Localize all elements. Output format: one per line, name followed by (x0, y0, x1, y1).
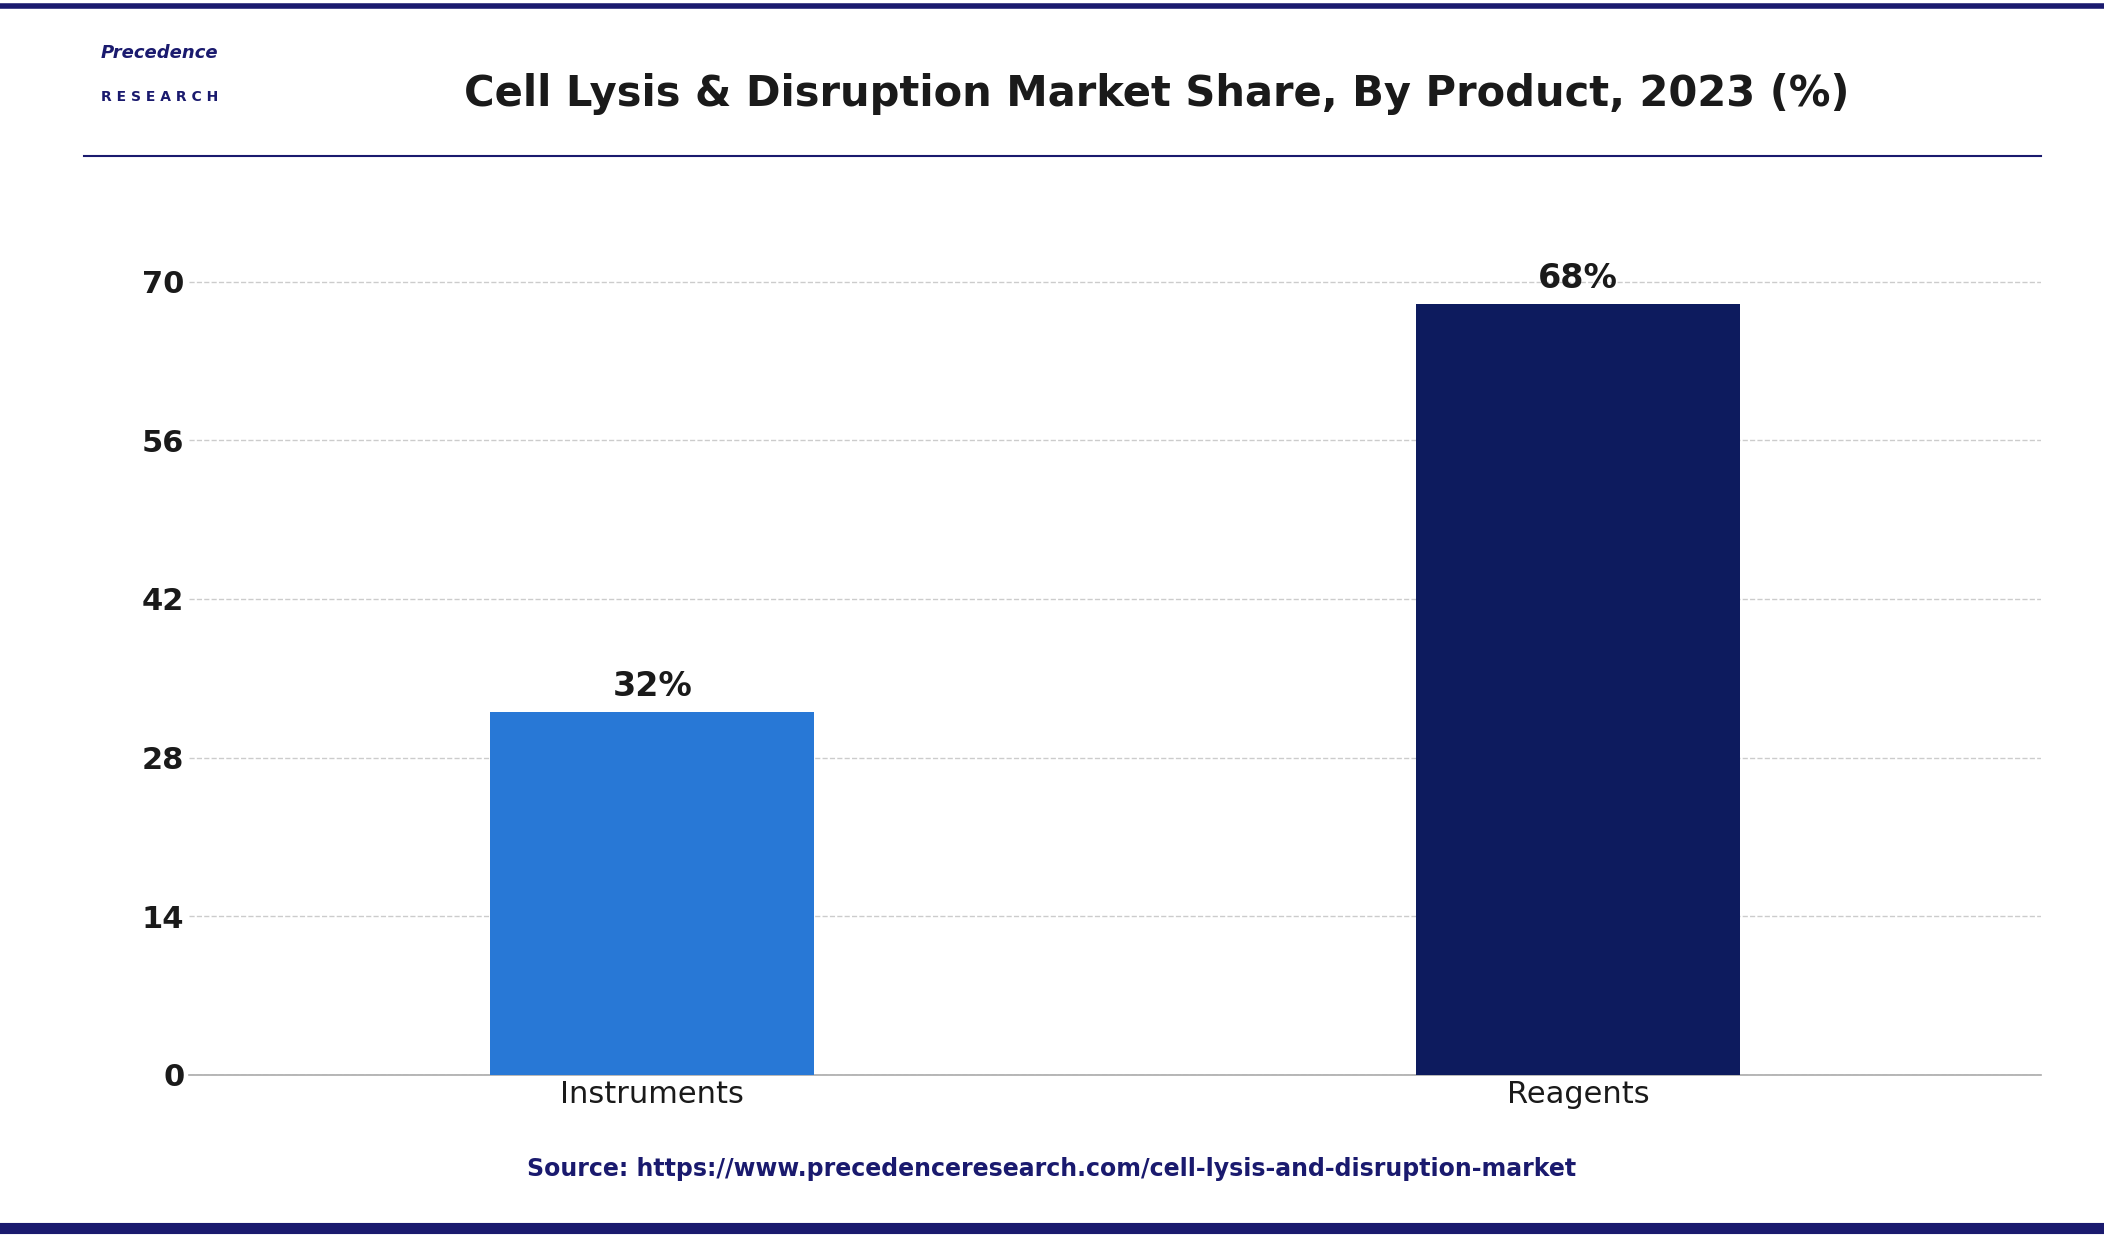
Bar (1416, 304, 1740, 1075)
Text: R E S E A R C H: R E S E A R C H (101, 90, 219, 104)
Text: Precedence: Precedence (101, 44, 219, 61)
Text: 68%: 68% (1538, 262, 1618, 295)
Text: Source: https://www.precedenceresearch.com/cell-lysis-and-disruption-market: Source: https://www.precedenceresearch.c… (528, 1156, 1576, 1181)
Text: Cell Lysis & Disruption Market Share, By Product, 2023 (%): Cell Lysis & Disruption Market Share, By… (465, 72, 1849, 115)
Bar (490, 712, 814, 1075)
Text: 32%: 32% (612, 670, 692, 704)
